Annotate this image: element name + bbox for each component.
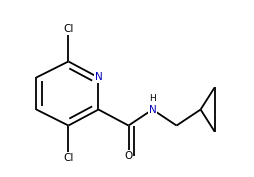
Text: Cl: Cl: [63, 24, 73, 34]
Text: N: N: [148, 105, 156, 115]
Text: N: N: [148, 105, 156, 115]
Text: O: O: [124, 151, 132, 161]
Text: H: H: [149, 94, 155, 103]
Text: H: H: [149, 95, 155, 104]
Text: Cl: Cl: [63, 153, 73, 163]
Text: N: N: [94, 73, 102, 82]
